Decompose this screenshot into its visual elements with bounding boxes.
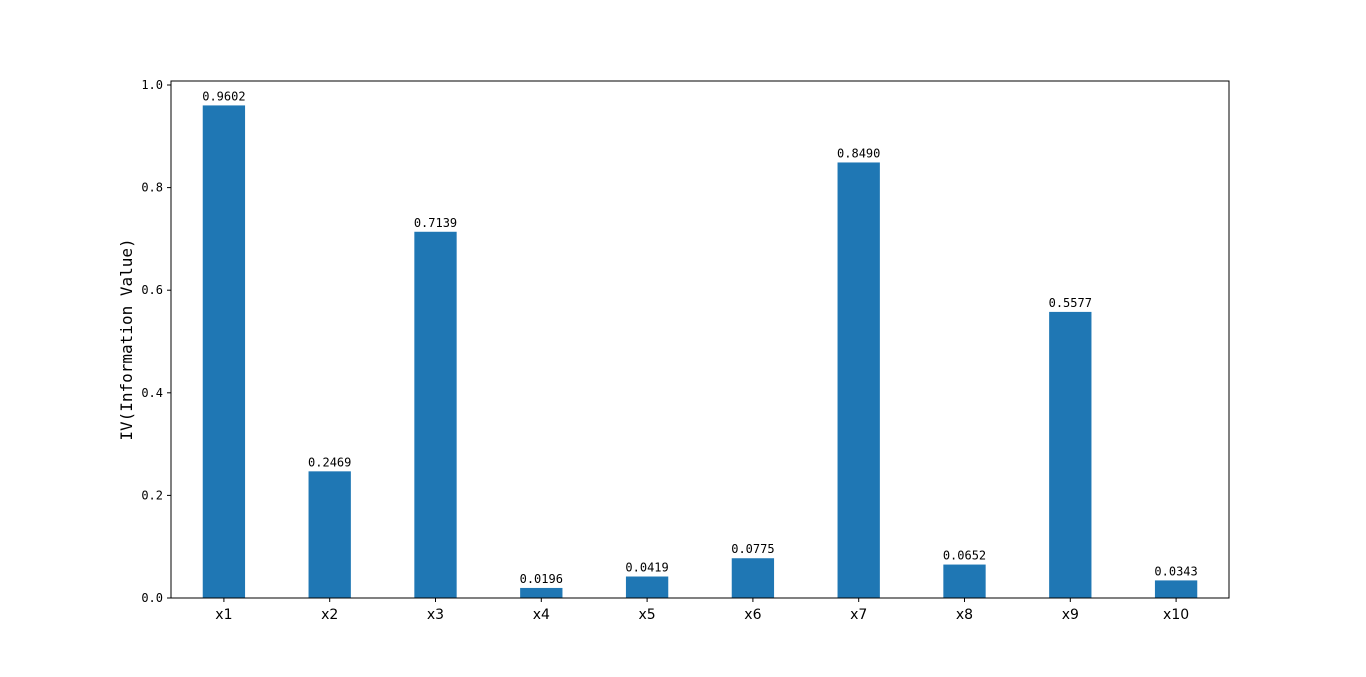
data-label-x10: 0.0343 [1154, 564, 1197, 578]
x-tick-label-x1: x1 [215, 607, 232, 623]
x-tick-label-x4: x4 [533, 607, 550, 623]
x-tick-label-x2: x2 [321, 607, 338, 623]
data-label-x3: 0.7139 [414, 216, 457, 230]
plot-frame [170, 80, 1230, 599]
value-labels-layer: 0.9602 0.2469 0.7139 0.0196 0.0419 0.0775 0.84… [202, 89, 1198, 586]
bar-x9 [1049, 311, 1092, 598]
bar-x3 [414, 231, 457, 598]
x-tick-label-x7: x7 [850, 607, 867, 623]
y-tick-label: 1.0 [141, 78, 163, 92]
x-tick-label-x3: x3 [427, 607, 444, 623]
y-tick-label: 0.0 [141, 591, 163, 605]
data-label-x6: 0.0775 [731, 542, 774, 556]
x-tick-label-x6: x6 [744, 607, 761, 623]
data-label-x5: 0.0419 [625, 561, 668, 575]
y-axis-title: IV(Information Value) [117, 238, 136, 440]
data-label-x8: 0.0652 [943, 549, 986, 563]
x-axis: x1 x2 x3 x4 x5 x6 x7 x8 x9 x10 [215, 598, 1189, 623]
y-axis: 0.0 0.2 0.4 0.6 0.8 1.0 [141, 78, 171, 605]
data-label-x2: 0.2469 [308, 455, 351, 469]
data-label-x1: 0.9602 [202, 89, 245, 103]
bar-x7 [837, 162, 880, 598]
x-tick-label-x9: x9 [1062, 607, 1079, 623]
data-label-x9: 0.5577 [1049, 296, 1092, 310]
bar-x1 [202, 105, 246, 598]
bars-layer [202, 105, 1198, 598]
data-label-x7: 0.8490 [837, 146, 880, 160]
x-tick-label-x10: x10 [1163, 607, 1189, 623]
y-tick-label: 0.4 [141, 386, 163, 400]
y-tick-label: 0.2 [141, 488, 163, 502]
bar-x10 [1154, 580, 1198, 598]
bar-x2 [308, 471, 351, 598]
x-tick-label-x5: x5 [638, 607, 655, 623]
bar-x4 [520, 587, 563, 598]
y-tick-label: 0.6 [141, 283, 163, 297]
bar-x6 [731, 558, 775, 598]
data-label-x4: 0.0196 [520, 572, 563, 586]
bar-x8 [943, 564, 986, 598]
y-tick-label: 0.8 [141, 181, 163, 195]
bar-x5 [625, 576, 669, 598]
x-tick-label-x8: x8 [956, 607, 973, 623]
